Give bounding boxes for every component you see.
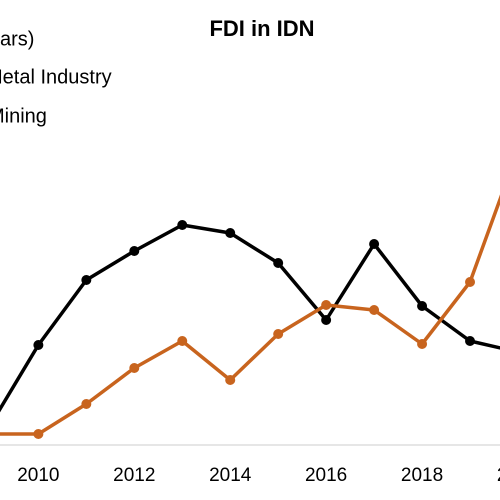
data-point	[33, 340, 44, 350]
data-point	[225, 228, 236, 238]
data-point	[465, 336, 476, 346]
data-point	[129, 246, 140, 256]
data-point	[81, 399, 92, 409]
data-point	[273, 258, 284, 268]
data-point	[369, 239, 380, 249]
data-point	[417, 339, 428, 349]
series-line	[0, 223, 500, 413]
data-point	[321, 315, 332, 325]
x-tick-label: 2010	[17, 465, 59, 486]
data-point	[273, 329, 284, 339]
data-point	[465, 277, 476, 287]
axis-subtitle: ars)	[0, 28, 34, 50]
series-line	[0, 194, 500, 436]
x-tick-label: 2016	[305, 465, 347, 486]
data-point	[369, 305, 380, 315]
data-point	[321, 300, 332, 310]
x-tick-label: 2018	[401, 465, 443, 486]
data-point	[225, 375, 236, 385]
x-tick-label: 2012	[113, 465, 155, 486]
legend-label: Metal Industry	[0, 66, 112, 88]
data-point	[129, 363, 140, 373]
data-point	[81, 275, 92, 285]
data-point	[177, 336, 188, 346]
x-tick-label: 2020	[497, 465, 500, 486]
data-point	[177, 220, 188, 230]
chart-title: FDI in IDN	[209, 16, 314, 41]
x-tick-label: 2014	[209, 465, 252, 486]
legend-label: Mining	[0, 105, 47, 127]
data-point	[417, 301, 428, 311]
data-point	[33, 429, 44, 439]
